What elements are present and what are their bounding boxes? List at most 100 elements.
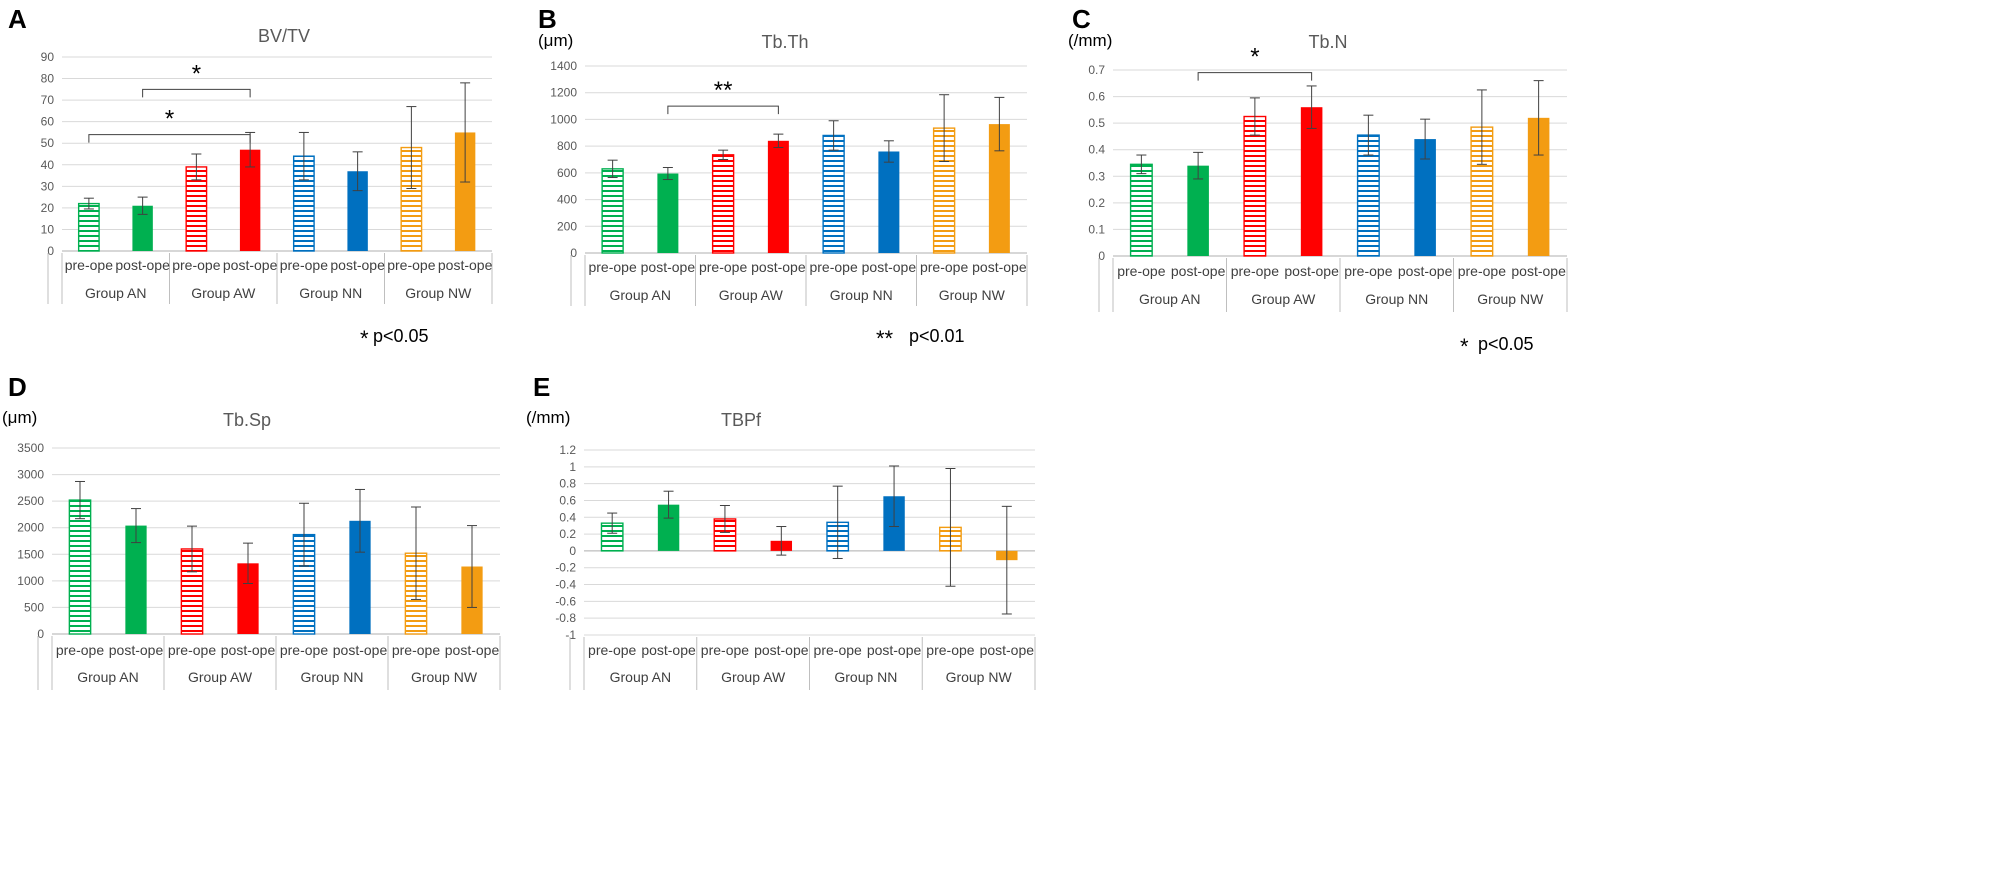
- y-tick-label: 2000: [17, 521, 44, 535]
- bar: [988, 124, 1010, 253]
- y-tick-label: 400: [557, 193, 577, 207]
- x-tick-label: post-ope: [1284, 263, 1339, 279]
- bar: [1414, 139, 1436, 256]
- x-tick-label: pre-ope: [926, 642, 974, 658]
- y-tick-label: 2500: [17, 494, 44, 508]
- y-tick-label: 10: [41, 222, 55, 236]
- significance-bracket: [667, 105, 779, 115]
- significance-bracket: [142, 88, 251, 98]
- pvalue-note: p<0.05: [373, 326, 429, 346]
- x-tick-label: pre-ope: [1458, 263, 1506, 279]
- group-label: Group AW: [1251, 291, 1316, 307]
- significance-mark: *: [165, 106, 174, 133]
- y-tick-label: 0: [1098, 249, 1105, 263]
- bar: [1129, 163, 1153, 257]
- chart-title: Tb.N: [1308, 32, 1347, 52]
- significance-mark: *: [1250, 44, 1259, 71]
- x-tick-label: pre-ope: [1117, 263, 1165, 279]
- bar: [1187, 165, 1209, 256]
- group-label: Group AN: [85, 285, 146, 301]
- x-tick-label: post-ope: [754, 642, 809, 658]
- y-tick-label: 1.2: [559, 443, 576, 457]
- bar: [132, 205, 153, 251]
- y-tick-label: 500: [24, 600, 44, 614]
- x-tick-label: post-ope: [445, 642, 500, 658]
- y-tick-label: 0.6: [1088, 90, 1105, 104]
- significance-mark: *: [192, 60, 201, 87]
- x-tick-label: post-ope: [333, 642, 388, 658]
- x-tick-label: pre-ope: [1231, 263, 1279, 279]
- y-tick-label: 80: [41, 72, 55, 86]
- panel-letter: C: [1072, 4, 1091, 34]
- bar: [878, 151, 900, 253]
- y-tick-label: 50: [41, 136, 55, 150]
- y-tick-label: 0: [570, 246, 577, 260]
- x-tick-label: post-ope: [221, 642, 276, 658]
- x-tick-label: pre-ope: [814, 642, 862, 658]
- pvalue-mark: *: [1460, 334, 1469, 359]
- bar: [77, 202, 100, 252]
- bar: [767, 140, 789, 253]
- group-label: Group AN: [77, 669, 138, 685]
- y-tick-label: -0.2: [555, 561, 576, 575]
- x-tick-label: post-ope: [641, 259, 696, 275]
- bar: [68, 499, 92, 635]
- y-tick-label: 30: [41, 179, 55, 193]
- bar: [239, 149, 261, 251]
- group-label: Group NN: [299, 285, 362, 301]
- x-tick-label: post-ope: [330, 257, 385, 273]
- y-tick-label: 1200: [550, 86, 577, 100]
- chart-panel-b: B Tb.Th (μm) 0 200 400 600 800 1000 1200 1400 pre-o…: [538, 4, 1028, 351]
- significance-mark: **: [714, 77, 733, 104]
- group-label: Group NN: [830, 287, 893, 303]
- group-label: Group NW: [411, 669, 478, 685]
- y-axis-unit: (/mm): [1068, 31, 1112, 50]
- group-label: Group AN: [610, 669, 671, 685]
- y-tick-label: 800: [557, 139, 577, 153]
- group-label: Group NN: [834, 669, 897, 685]
- significance-bracket: [1197, 72, 1313, 81]
- chart-panel-d: D Tb.Sp (μm) 0 500 1000 1500 2000 2500 3000 3500 pr…: [2, 372, 501, 690]
- y-tick-label: 0.7: [1088, 63, 1105, 77]
- y-tick-label: -1: [565, 628, 576, 642]
- panel-letter: D: [8, 372, 27, 402]
- y-tick-label: 200: [557, 219, 577, 233]
- x-tick-label: pre-ope: [588, 642, 636, 658]
- x-tick-label: pre-ope: [920, 259, 968, 275]
- group-label: Group NW: [939, 287, 1006, 303]
- bar: [711, 154, 735, 254]
- x-tick-label: pre-ope: [172, 257, 220, 273]
- x-tick-label: post-ope: [862, 259, 917, 275]
- pvalue-note: p<0.01: [909, 326, 965, 346]
- y-tick-label: 0.5: [1088, 116, 1105, 130]
- pvalue-mark: *: [360, 326, 369, 351]
- y-tick-label: 0.6: [559, 493, 576, 507]
- chart-title: Tb.Sp: [223, 410, 271, 430]
- pvalue-note: p<0.05: [1478, 334, 1534, 354]
- y-tick-label: 1: [569, 460, 576, 474]
- x-tick-label: pre-ope: [168, 642, 216, 658]
- x-tick-label: pre-ope: [280, 642, 328, 658]
- significance-bracket: [88, 134, 251, 143]
- y-tick-label: 0.8: [559, 477, 576, 491]
- y-tick-label: 0: [37, 627, 44, 641]
- x-tick-label: pre-ope: [1344, 263, 1392, 279]
- y-tick-label: 70: [41, 93, 55, 107]
- x-tick-label: pre-ope: [809, 259, 857, 275]
- group-label: Group AW: [721, 669, 786, 685]
- bar: [657, 504, 680, 551]
- x-tick-label: post-ope: [972, 259, 1027, 275]
- group-label: Group NW: [1477, 291, 1544, 307]
- group-label: Group AW: [719, 287, 784, 303]
- y-axis-unit: (μm): [2, 408, 37, 427]
- y-tick-label: 0: [569, 544, 576, 558]
- x-tick-label: post-ope: [109, 642, 164, 658]
- y-tick-label: 1000: [550, 112, 577, 126]
- panel-letter: B: [538, 4, 557, 34]
- bar: [125, 525, 147, 634]
- group-label: Group NW: [405, 285, 472, 301]
- chart-panel-c: C Tb.N (/mm) 0 0.1 0.2 0.3 0.4 0.5 0.6 0.7 pre-ope p…: [1068, 4, 1568, 359]
- bar: [601, 168, 624, 254]
- x-tick-label: pre-ope: [588, 259, 636, 275]
